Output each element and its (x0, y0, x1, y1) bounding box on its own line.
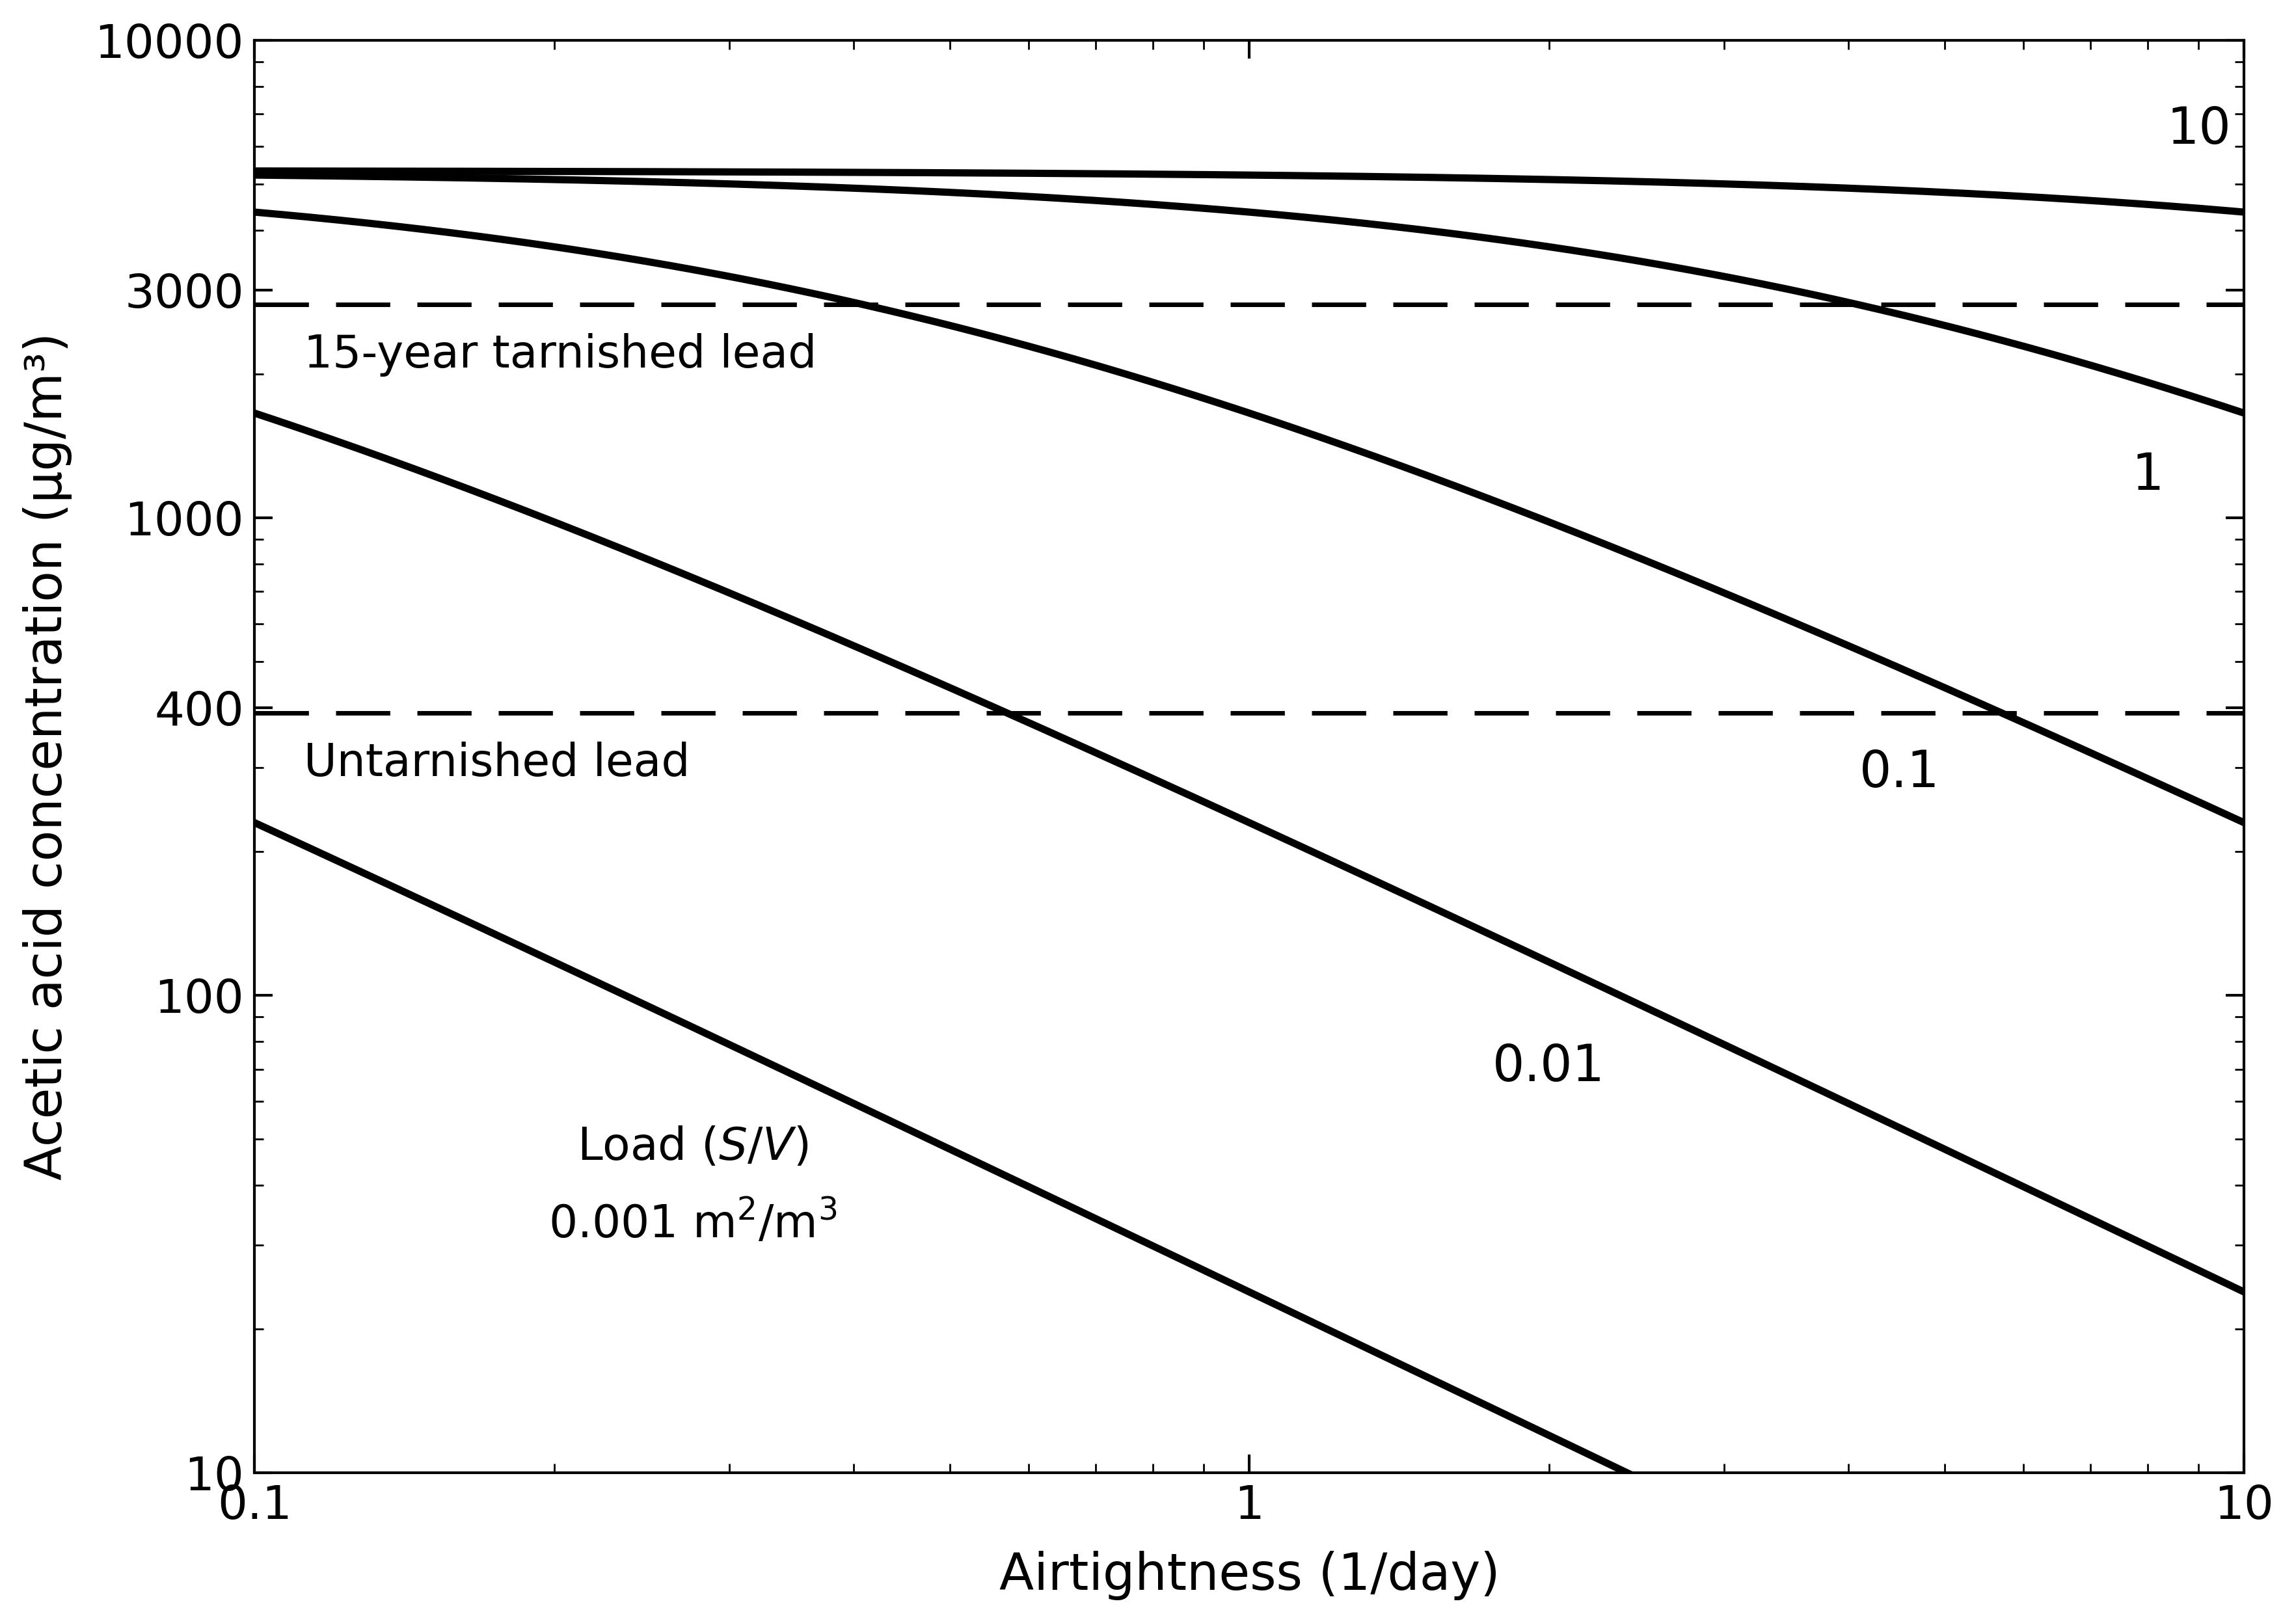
Text: Untarnished lead: Untarnished lead (303, 742, 689, 786)
Text: 0.01: 0.01 (1492, 1042, 1605, 1091)
Text: 1: 1 (2131, 451, 2163, 500)
Text: 0.1: 0.1 (1857, 748, 1938, 797)
X-axis label: Airtightness (1/day): Airtightness (1/day) (999, 1552, 1499, 1600)
Text: 10: 10 (2165, 104, 2229, 154)
Text: Load ($S$/$V$)
0.001 m$^2$/m$^3$: Load ($S$/$V$) 0.001 m$^2$/m$^3$ (549, 1125, 836, 1246)
Y-axis label: Acetic acid concentration (μg/m³): Acetic acid concentration (μg/m³) (23, 333, 71, 1180)
Text: 15-year tarnished lead: 15-year tarnished lead (303, 333, 817, 377)
